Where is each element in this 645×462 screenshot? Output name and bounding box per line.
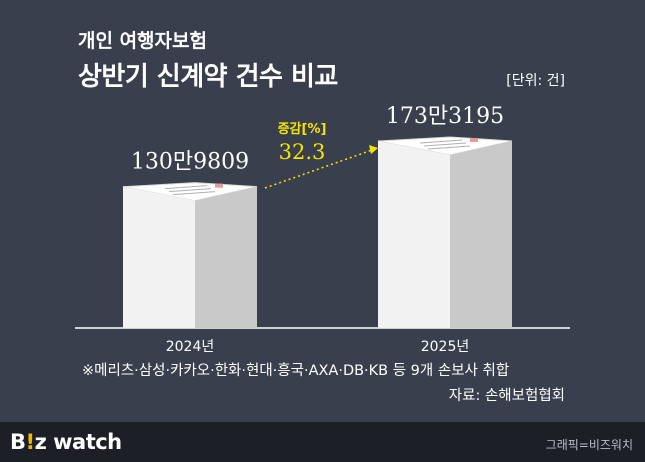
value-label: 173만3195 (386, 104, 504, 129)
document-line (427, 145, 471, 150)
bar-front (378, 141, 450, 328)
footer-bar (0, 422, 645, 462)
document-line (419, 139, 463, 144)
footnote: ※메리츠·삼성·카카오·한화·현대·흥국·AXA·DB·KB 등 9개 손보사 … (82, 363, 510, 379)
source-label: 자료: 손해보험협회 (448, 388, 565, 404)
bar-chart: 130만9809 2024년 173만3195 2025년 증감[%] 32.3 (75, 104, 570, 355)
bar-side (450, 141, 512, 328)
value-label: 130만9809 (131, 150, 249, 175)
document-stamp (215, 183, 223, 188)
change-label: 증감[%] (278, 122, 327, 137)
change-value: 32.3 (279, 140, 326, 164)
bar-front (123, 186, 195, 328)
document-line (172, 191, 216, 196)
growth-arrow (264, 149, 373, 189)
bizwatch-logo: B!z watch (10, 430, 122, 454)
chart-title: 상반기 신계약 건수 비교 (78, 62, 338, 92)
bar-side (195, 186, 257, 328)
document-stamp (470, 138, 478, 142)
graphic-credit: 그래픽=비즈워치 (545, 438, 633, 452)
category-label: 2025년 (421, 339, 470, 355)
bar-1 (122, 182, 258, 328)
chart-panel (0, 0, 645, 422)
arrow-head (369, 145, 378, 154)
category-label: 2024년 (166, 339, 215, 355)
document-line (164, 185, 208, 190)
document-line (168, 188, 212, 193)
chart-supertitle: 개인 여행자보험 (78, 30, 207, 52)
document-line (423, 142, 467, 147)
bar-2 (377, 136, 513, 328)
unit-label: [단위: 건] (506, 73, 565, 89)
